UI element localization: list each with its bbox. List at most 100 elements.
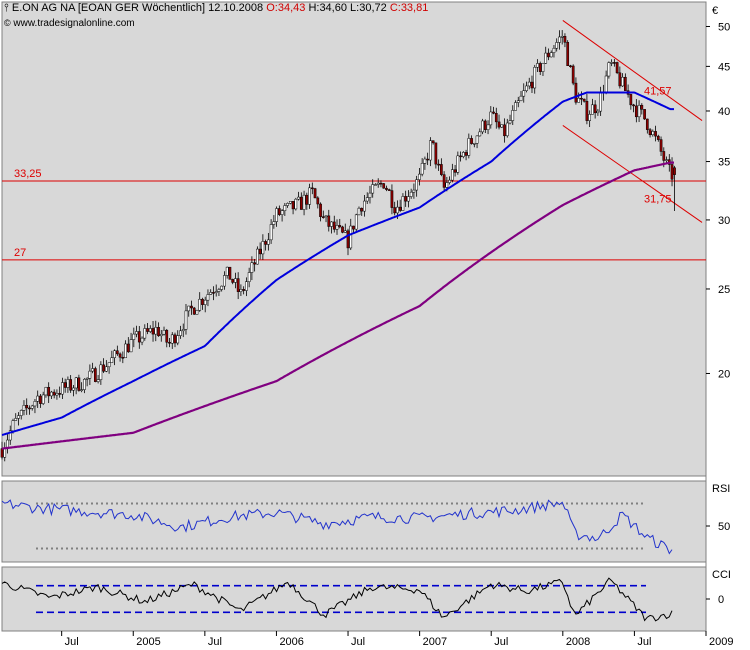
candle-body	[390, 190, 394, 208]
candle-body	[310, 187, 314, 190]
candle-body	[365, 197, 369, 202]
candle-body	[203, 299, 207, 305]
candle-body	[401, 196, 405, 211]
chart-header: ⫯ E.ON AG NA [EOAN GER Wöchentlich] 12.1…	[4, 2, 428, 15]
cci-bands	[36, 584, 646, 614]
candle-body	[225, 266, 229, 276]
candle-body	[39, 395, 42, 404]
candle-body	[278, 208, 281, 215]
candle-body	[629, 94, 633, 106]
candle-body	[670, 164, 674, 180]
candle-body	[472, 143, 476, 145]
cci-axis: CCI 0	[706, 569, 731, 606]
candle-body	[168, 341, 171, 344]
candle-body	[63, 382, 67, 388]
candle-body	[538, 63, 542, 72]
candle-body	[261, 241, 265, 255]
candle-body	[643, 109, 646, 120]
price-tick-label: 20	[718, 368, 730, 380]
candle-body	[357, 207, 361, 216]
candle-body	[637, 104, 641, 118]
candle-body	[162, 329, 166, 335]
time-tick-label: 2007	[423, 636, 447, 648]
candle-body	[58, 393, 62, 395]
panel-name: RSI	[712, 483, 730, 495]
candle-body	[223, 275, 226, 287]
candle-body	[176, 335, 180, 344]
candle-body	[41, 394, 45, 404]
candle-body	[256, 248, 259, 265]
candle-body	[115, 350, 119, 355]
candle-body	[264, 241, 267, 245]
candle-body	[486, 124, 490, 130]
credit-line: © www.tradesignalonline.com	[4, 18, 135, 29]
candle-body	[525, 85, 528, 91]
candle-body	[503, 124, 506, 137]
candle-body	[552, 47, 556, 53]
cci-panel	[1, 566, 707, 632]
candle-body	[349, 225, 353, 249]
candlestick-icon: ⫯	[4, 2, 9, 14]
candle-body	[192, 307, 196, 315]
candle-body	[291, 201, 295, 210]
time-tick-label: Jul	[208, 636, 222, 648]
price-tick-label: 25	[718, 284, 730, 296]
candle-body	[104, 366, 108, 372]
candle-body	[645, 118, 649, 130]
candle-body	[55, 393, 59, 396]
currency-label: €	[712, 5, 718, 17]
rsi-panel	[1, 480, 707, 563]
trend-channel: 41,57 31,75	[562, 20, 703, 223]
candle-body	[459, 155, 462, 158]
candle-body	[96, 379, 100, 382]
candle-body	[80, 389, 83, 391]
candle-body	[195, 310, 199, 315]
candle-body	[505, 122, 509, 137]
candle-body	[574, 82, 578, 103]
candle-body	[17, 415, 20, 419]
channel-label: 31,75	[644, 193, 672, 205]
rsi-line	[1, 499, 673, 555]
candle-body	[228, 266, 232, 280]
candle-body	[341, 226, 344, 233]
candle-body	[14, 418, 18, 421]
candle-body	[206, 294, 210, 301]
candle-body	[6, 439, 9, 449]
time-axis: Jul 2005 Jul 2006 Jul 2007 Jul 2008 Jul 2009	[61, 631, 733, 648]
candle-body	[549, 52, 553, 58]
candle-body	[599, 91, 602, 112]
candle-body	[387, 189, 391, 191]
candle-body	[563, 36, 567, 43]
candle-body	[514, 102, 517, 111]
candle-body	[338, 225, 342, 228]
candle-body	[179, 330, 182, 336]
candle-body	[404, 196, 408, 202]
candle-body	[624, 76, 627, 91]
candle-body	[118, 353, 122, 358]
candle-body	[412, 189, 416, 193]
candle-body	[146, 328, 149, 332]
candle-body	[352, 225, 355, 230]
candle-body	[198, 298, 202, 311]
candle-body	[212, 292, 215, 294]
candle-body	[508, 120, 512, 124]
candle-body	[415, 179, 419, 191]
time-tick-label: 2008	[566, 636, 590, 648]
candle-body	[124, 343, 127, 359]
candle-body	[102, 364, 105, 372]
panel-name: CCI	[712, 569, 731, 581]
candle-body	[536, 63, 539, 68]
candle-body	[607, 62, 611, 77]
candle-body	[19, 410, 23, 416]
candle-body	[190, 305, 193, 309]
candle-body	[613, 62, 616, 64]
candle-body	[107, 362, 111, 368]
candle-body	[220, 285, 224, 290]
candle-body	[335, 225, 339, 230]
candle-body	[555, 42, 559, 49]
candle-body	[442, 174, 446, 188]
candle-body	[585, 100, 589, 121]
candle-body	[511, 110, 515, 121]
candle-body	[500, 124, 504, 128]
